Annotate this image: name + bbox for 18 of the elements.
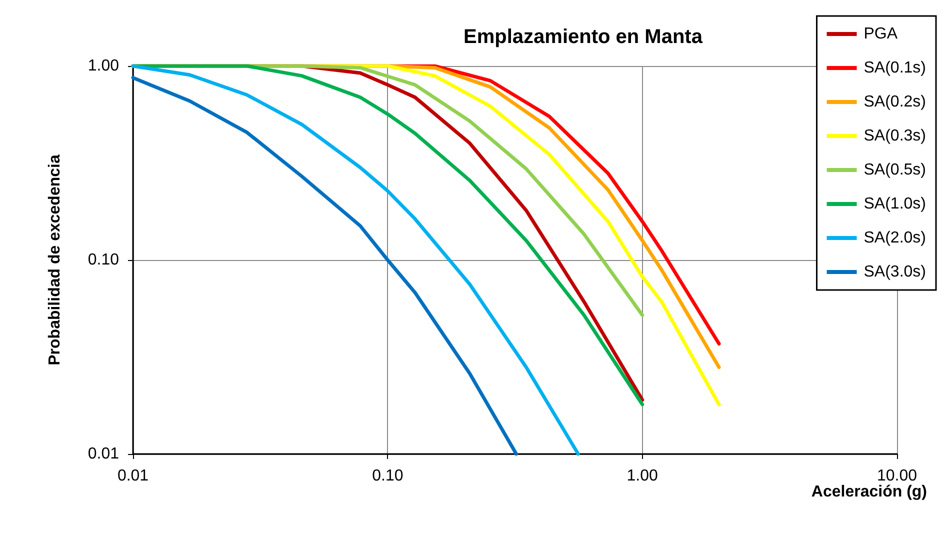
y-tick-label: 0.01 (88, 446, 120, 462)
legend-label: SA(0.1s) (864, 60, 926, 76)
legend-label: PGA (864, 26, 898, 42)
x-tick-label: 1.00 (626, 468, 658, 484)
legend-label: SA(0.5s) (864, 162, 926, 178)
legend-label: SA(1.0s) (864, 196, 926, 212)
y-tick-label: 1.00 (88, 58, 120, 74)
x-axis-title: Aceleración (g) (811, 484, 927, 500)
y-axis-title: Probabilidad de excedencia (46, 154, 64, 366)
legend-label: SA(3.0s) (864, 264, 926, 280)
legend-label: SA(0.3s) (864, 128, 926, 144)
x-tick-label: 0.10 (372, 468, 404, 484)
y-tick-label: 0.10 (88, 252, 120, 268)
legend-label: SA(0.2s) (864, 94, 926, 110)
legend-label: SA(2.0s) (864, 230, 926, 246)
x-tick-label: 0.01 (117, 468, 149, 484)
chart-title: Emplazamiento en Manta (464, 26, 704, 48)
x-tick-label: 10.00 (876, 468, 918, 484)
